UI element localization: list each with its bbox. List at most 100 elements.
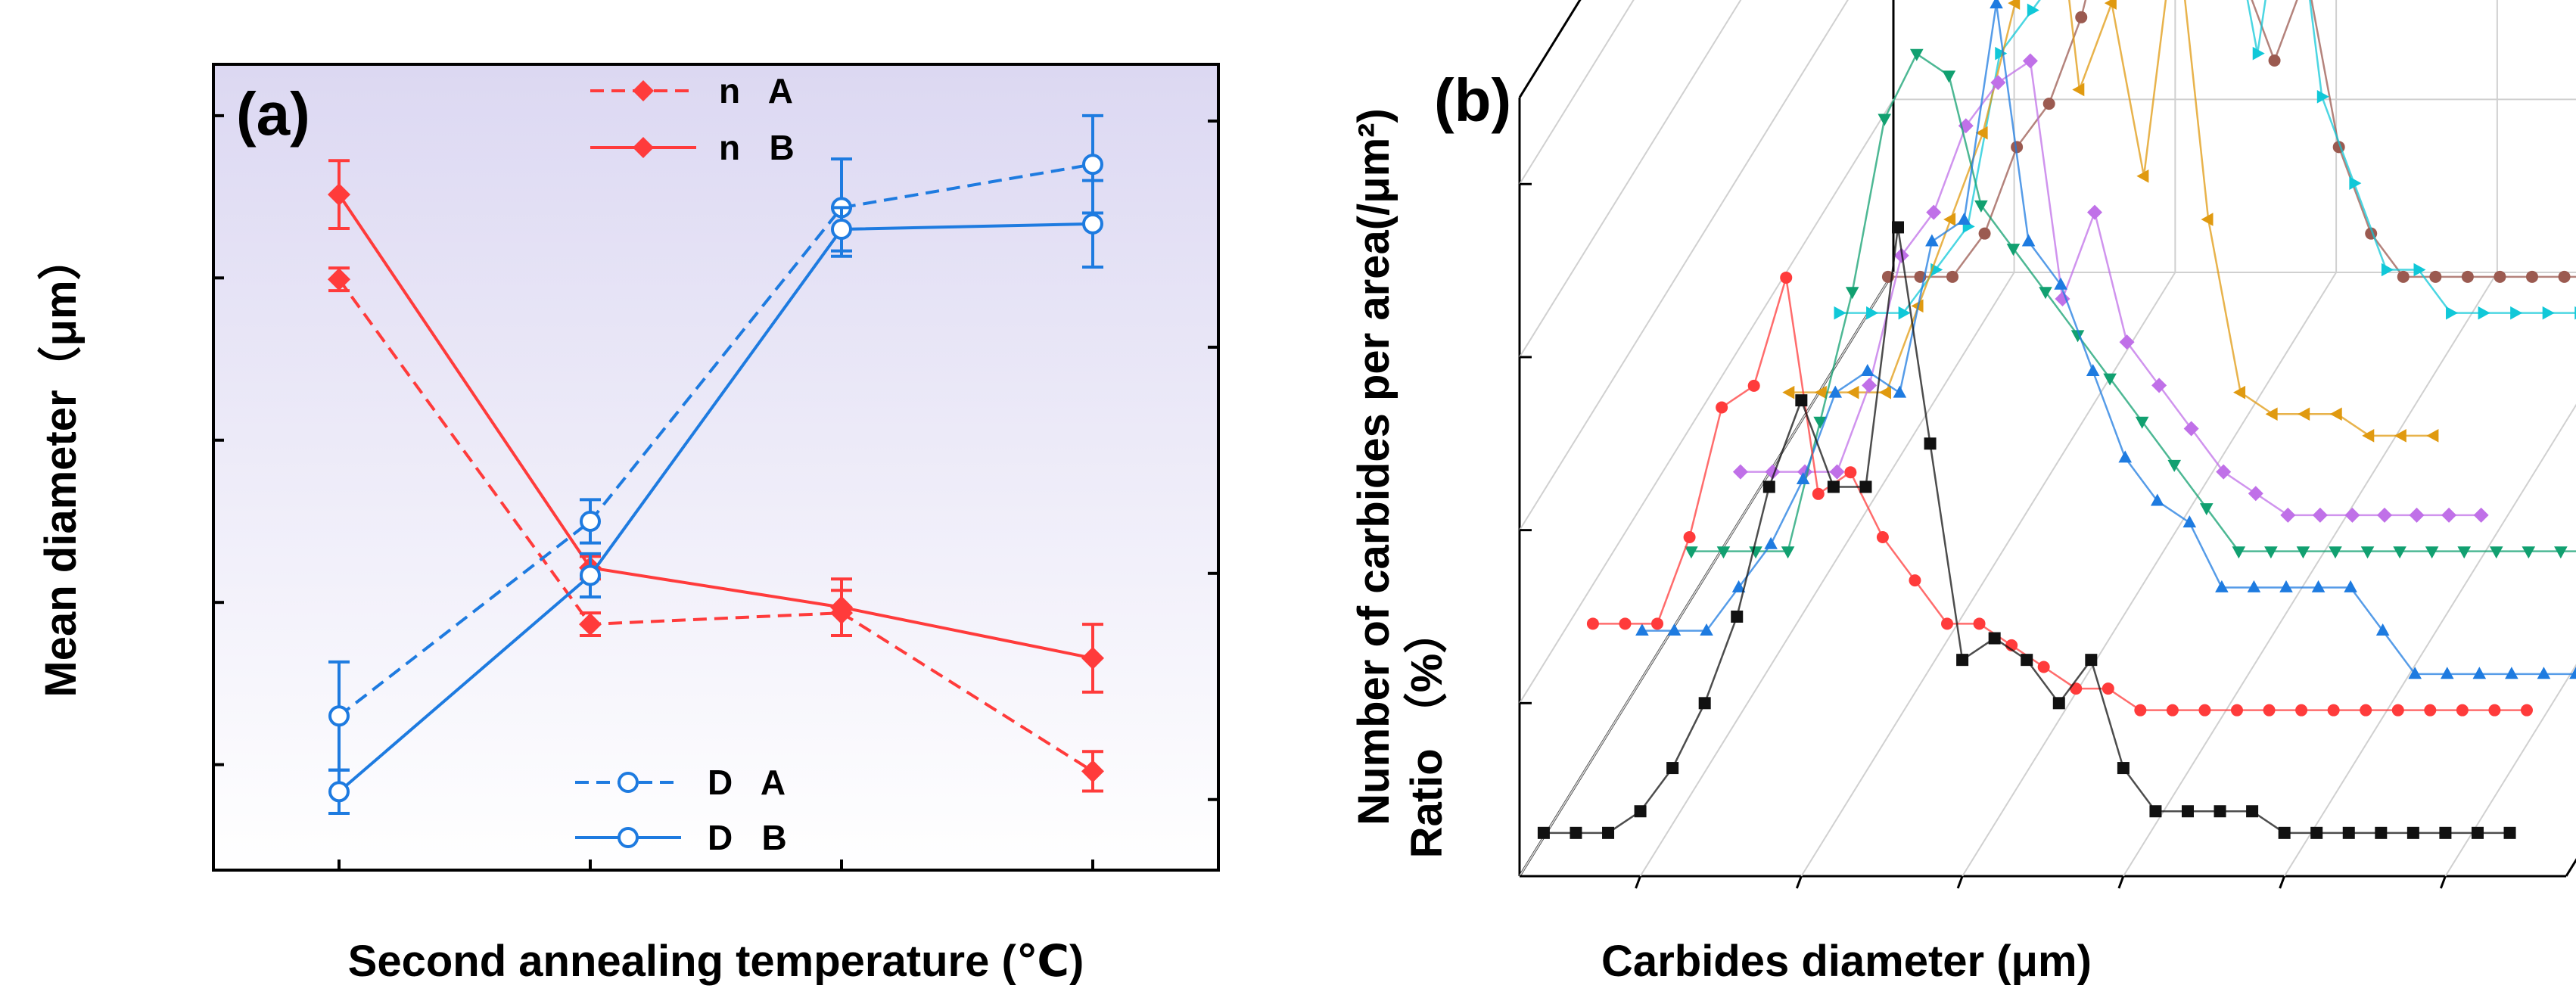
data-point-700CA [1716, 546, 1731, 559]
panel-a-ticks [213, 113, 1218, 870]
data-point-680CA [1780, 271, 1793, 284]
panel-b-ylabel: Ratio （%） [1402, 610, 1451, 859]
data-point-680CB [2085, 654, 2098, 667]
data-point-680CB [1602, 826, 1615, 839]
data-point-680CA [2070, 682, 2083, 695]
data-point-700CB [2472, 667, 2487, 679]
data-point-700CA [1749, 546, 1762, 559]
panel-a: (a) n A n B D A D B Second annealing tem… [36, 63, 1398, 986]
series-line-680CB [1543, 227, 2510, 835]
data-point-740CB [1866, 306, 1879, 320]
x-tick-mark [2117, 875, 2125, 889]
data-point-DB [1082, 213, 1103, 235]
data-point-720CA [2072, 82, 2085, 97]
series-line-740CB [1838, 0, 2576, 314]
data-point-740CB [1834, 306, 1846, 320]
data-point-700CA [2522, 546, 2536, 559]
data-point-680CA [1941, 617, 1954, 630]
data-point-680CA [1619, 617, 1632, 630]
data-point-680CA [2520, 704, 2533, 717]
data-point-DA [1082, 154, 1103, 176]
data-point-700CB [2150, 493, 2164, 506]
data-point-720CA [1814, 385, 1827, 399]
data-point-680CA [1683, 530, 1696, 543]
data-point-700CB [2569, 667, 2576, 679]
data-point-680CA [1909, 574, 1921, 587]
data-point-700CB [1893, 385, 1907, 398]
data-point-700CA [2554, 546, 2568, 559]
data-point-720CB [1926, 204, 1942, 220]
data-point-720CB [2344, 507, 2360, 523]
data-point-700CB [1764, 536, 1778, 549]
data-point-680CB [1924, 437, 1937, 450]
data-point-680CB [2214, 805, 2226, 818]
data-point-700CA [1685, 546, 1698, 559]
data-point-680CB [1634, 805, 1647, 818]
data-point-680CB [2503, 826, 2516, 839]
data-point-700CB [2537, 667, 2551, 679]
data-point-680CA [2134, 704, 2147, 717]
data-point-DB [328, 781, 350, 803]
data-point-700CA [1974, 200, 1988, 213]
series-line-nB [338, 193, 1094, 660]
data-point-700CB [2021, 234, 2036, 247]
data-point-680CB [1731, 610, 1744, 623]
data-point-700CA [2006, 244, 2021, 256]
data-point-680CB [2149, 805, 2162, 818]
data-point-740CA [1946, 270, 1959, 283]
data-point-740CA [2429, 270, 2442, 283]
legend-marker-DB [618, 827, 639, 848]
data-point-720CB [2055, 291, 2070, 306]
data-point-720CB [1862, 378, 1878, 393]
data-point-700CA [2103, 373, 2117, 386]
panel-b-xlabel: Carbides diameter (μm) [1601, 937, 2092, 986]
data-point-720CB [2151, 378, 2167, 393]
data-point-700CB [1667, 623, 1682, 636]
grid-line [2283, 403, 2576, 877]
x-tick-mark [2440, 875, 2447, 889]
data-point-680CA [1812, 487, 1825, 500]
data-point-700CA [1813, 416, 1827, 429]
data-point-740CB [2252, 46, 2265, 61]
data-point-680CA [2424, 704, 2437, 717]
series-line-680CA [1592, 277, 2527, 711]
data-point-720CB [2280, 507, 2296, 523]
x-tick-mark [1635, 875, 1641, 889]
data-point-700CB [2215, 580, 2229, 592]
data-point-720CB [2087, 204, 2103, 220]
data-point-700CA [2039, 287, 2052, 300]
data-point-720CA [1846, 385, 1859, 399]
panel-a-legend-bottom: D A D B [575, 763, 787, 857]
data-point-740CB [2316, 90, 2329, 104]
data-point-720CA [2394, 429, 2406, 443]
legend-label-DB: D B [708, 818, 787, 857]
data-point-700CB [2054, 277, 2067, 290]
data-point-700CA [2329, 546, 2342, 559]
data-point-720CA [2136, 169, 2149, 183]
data-point-680CB [1762, 480, 1775, 493]
box-edge [1518, 0, 1582, 98]
panel-a-ylabel-left: Mean diameter（μm） [36, 236, 86, 697]
data-point-740CB [1995, 46, 2008, 61]
data-point-700CB [1860, 364, 1874, 377]
data-point-680CA [1651, 617, 1664, 630]
data-point-680CA [2037, 661, 2050, 673]
data-point-740CA [2494, 270, 2506, 283]
data-point-680CA [2295, 704, 2308, 717]
data-point-700CB [2408, 667, 2422, 679]
data-point-700CB [2182, 515, 2197, 528]
data-point-740CA [2558, 270, 2571, 283]
grid-line [1519, 98, 1894, 704]
data-point-680CA [1844, 466, 1857, 479]
data-point-720CA [1943, 213, 1956, 226]
grid-line [1519, 0, 1635, 185]
data-point-720CB [2441, 507, 2457, 523]
data-point-740CA [2525, 270, 2538, 283]
grid-line [1519, 272, 1894, 877]
data-point-680CB [2375, 826, 2388, 839]
data-point-680CB [1988, 632, 2001, 645]
data-point-700CB [2279, 580, 2293, 592]
data-point-720CA [2265, 407, 2278, 421]
data-point-700CB [2344, 580, 2357, 592]
